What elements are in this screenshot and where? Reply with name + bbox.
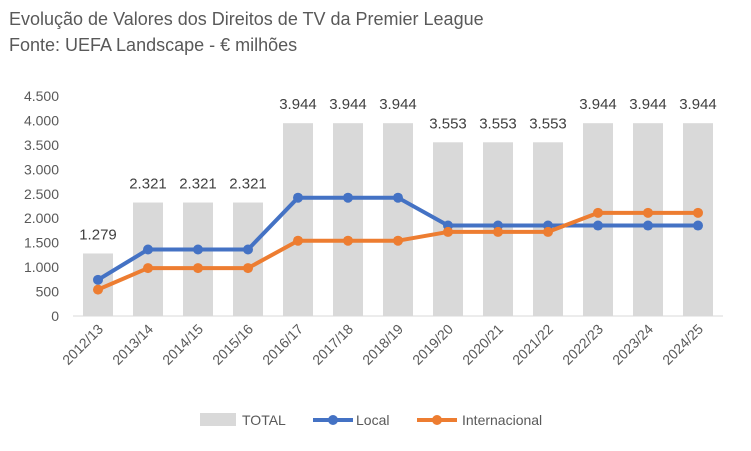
point-internacional [93, 284, 103, 295]
bar-total [333, 123, 363, 316]
point-local [343, 192, 353, 203]
point-local [693, 220, 703, 231]
point-internacional [393, 235, 403, 246]
data-label-total: 3.553 [429, 115, 467, 132]
point-internacional [493, 226, 503, 237]
x-tick-label: 2022/23 [559, 321, 606, 368]
data-label-total: 3.944 [579, 96, 617, 113]
data-label-total: 2.321 [229, 176, 267, 193]
y-tick-label: 1.500 [24, 235, 59, 251]
point-internacional [243, 263, 253, 274]
point-internacional [343, 235, 353, 246]
x-tick-label: 2023/24 [609, 321, 656, 368]
data-label-total: 3.944 [629, 96, 667, 113]
point-local [643, 220, 653, 231]
x-tick-label: 2016/17 [259, 321, 306, 368]
y-tick-label: 2.500 [24, 186, 59, 202]
data-label-total: 2.321 [129, 176, 167, 193]
point-internacional [693, 207, 703, 218]
point-local [293, 192, 303, 203]
x-tick-label: 2024/25 [659, 321, 706, 368]
bar-total [583, 123, 613, 316]
y-tick-label: 3.500 [24, 137, 59, 153]
chart-subtitle: Fonte: UEFA Landscape - € milhões [9, 35, 298, 55]
y-tick-label: 500 [36, 284, 60, 300]
bar-total [133, 202, 163, 316]
x-tick-label: 2020/21 [459, 321, 506, 368]
point-internacional [443, 226, 453, 237]
y-tick-label: 0 [51, 308, 59, 324]
point-local [593, 220, 603, 231]
bar-total [633, 123, 663, 316]
data-label-total: 3.944 [329, 96, 367, 113]
chart-title: Evolução de Valores dos Direitos de TV d… [9, 9, 484, 29]
legend-swatch-total [200, 413, 236, 426]
point-local [93, 274, 103, 285]
legend-label-total: TOTAL [242, 412, 286, 428]
point-internacional [643, 207, 653, 218]
bar-total [683, 123, 713, 316]
x-tick-label: 2018/19 [359, 321, 406, 368]
y-tick-label: 3.000 [24, 161, 59, 177]
x-tick-label: 2014/15 [159, 321, 206, 368]
x-tick-label: 2021/22 [509, 321, 556, 368]
legend-label-internacional: Internacional [462, 412, 542, 428]
bar-total [383, 123, 413, 316]
point-internacional [543, 226, 553, 237]
point-internacional [143, 263, 153, 274]
data-label-total: 2.321 [179, 176, 217, 193]
data-label-total: 3.944 [279, 96, 317, 113]
bar-total [233, 202, 263, 316]
point-local [393, 192, 403, 203]
x-tick-label: 2019/20 [409, 321, 456, 368]
chart-title-block: Evolução de Valores dos Direitos de TV d… [9, 6, 484, 58]
point-local [143, 244, 153, 255]
point-internacional [293, 235, 303, 246]
point-internacional [193, 263, 203, 274]
point-local [193, 244, 203, 255]
y-tick-label: 4.000 [24, 112, 59, 128]
y-tick-label: 1.000 [24, 259, 59, 275]
data-label-total: 3.944 [379, 96, 417, 113]
x-tick-label: 2017/18 [309, 321, 356, 368]
data-label-total: 3.944 [679, 96, 717, 113]
x-tick-label: 2013/14 [109, 321, 156, 368]
x-tick-label: 2015/16 [209, 321, 256, 368]
legend-label-local: Local [356, 412, 389, 428]
x-tick-label: 2012/13 [59, 321, 106, 368]
bar-total [283, 123, 313, 316]
point-internacional [593, 207, 603, 218]
point-local [243, 244, 253, 255]
data-label-total: 1.279 [79, 226, 117, 243]
y-tick-label: 4.500 [24, 88, 59, 104]
data-label-total: 3.553 [529, 115, 567, 132]
bar-total [183, 202, 213, 316]
legend-marker-internacional [432, 415, 442, 425]
data-label-total: 3.553 [479, 115, 517, 132]
legend-marker-local [328, 415, 338, 425]
y-tick-label: 2.000 [24, 210, 59, 226]
